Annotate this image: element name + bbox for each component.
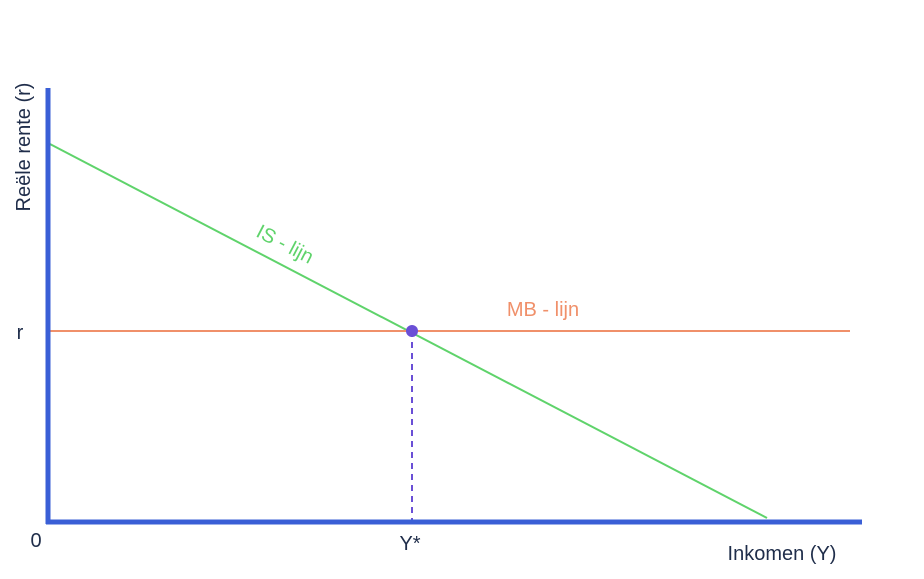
- y-star-tick-label: Y*: [399, 533, 420, 555]
- x-axis-label: Inkomen (Y): [728, 543, 837, 565]
- equilibrium-point: [406, 325, 418, 337]
- is-curve-label: IS - lijn: [253, 221, 317, 269]
- y-axis-label: Reële rente (r): [13, 83, 35, 212]
- mb-curve-label: MB - lijn: [507, 299, 579, 321]
- r-tick-label: r: [17, 322, 24, 344]
- origin-label: 0: [30, 530, 41, 552]
